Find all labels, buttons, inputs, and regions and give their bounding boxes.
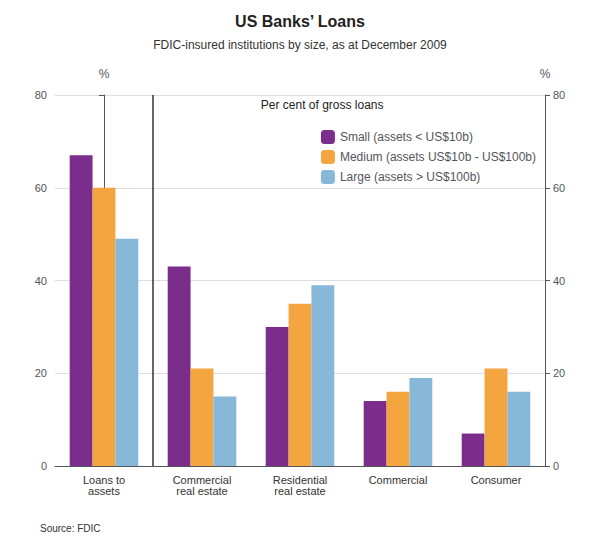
svg-text:%: % (540, 67, 551, 81)
svg-text:40: 40 (553, 275, 565, 287)
svg-text:Commercial: Commercial (369, 474, 428, 486)
svg-text:Residential: Residential (272, 473, 328, 486)
svg-text:60: 60 (553, 182, 565, 194)
svg-text:Per cent of gross loans: Per cent of gross loans (261, 98, 384, 112)
svg-text:60: 60 (35, 182, 47, 194)
svg-text:20: 20 (553, 367, 565, 379)
svg-text:Loans to: Loans to (82, 473, 126, 486)
svg-text:0: 0 (41, 460, 47, 472)
svg-text:%: % (99, 67, 110, 81)
svg-text:80: 80 (553, 89, 565, 101)
svg-text:Source: FDIC: Source: FDIC (40, 523, 101, 534)
svg-text:US Banks’ Loans: US Banks’ Loans (235, 13, 365, 30)
svg-text:Large (assets > US$100b): Large (assets > US$100b) (340, 170, 480, 184)
svg-text:real estate: real estate (274, 485, 325, 497)
svg-text:Commercial: Commercial (172, 473, 232, 486)
svg-text:Consumer: Consumer (471, 474, 522, 486)
svg-text:Medium (assets US$10b - US$100: Medium (assets US$10b - US$100b) (340, 150, 536, 164)
svg-text:80: 80 (35, 89, 47, 101)
svg-text:FDIC-insured institutions by s: FDIC-insured institutions by size, as at… (153, 38, 447, 52)
svg-text:20: 20 (35, 367, 47, 379)
svg-text:40: 40 (35, 275, 47, 287)
svg-text:0: 0 (553, 460, 559, 472)
svg-text:real estate: real estate (176, 485, 227, 497)
svg-text:assets: assets (88, 485, 120, 497)
svg-text:Small (assets < US$10b): Small (assets < US$10b) (340, 130, 473, 144)
